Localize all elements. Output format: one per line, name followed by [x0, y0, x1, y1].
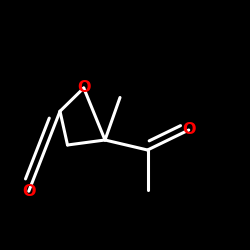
Text: O: O: [77, 80, 90, 96]
Text: O: O: [22, 184, 36, 199]
Text: O: O: [182, 122, 196, 138]
